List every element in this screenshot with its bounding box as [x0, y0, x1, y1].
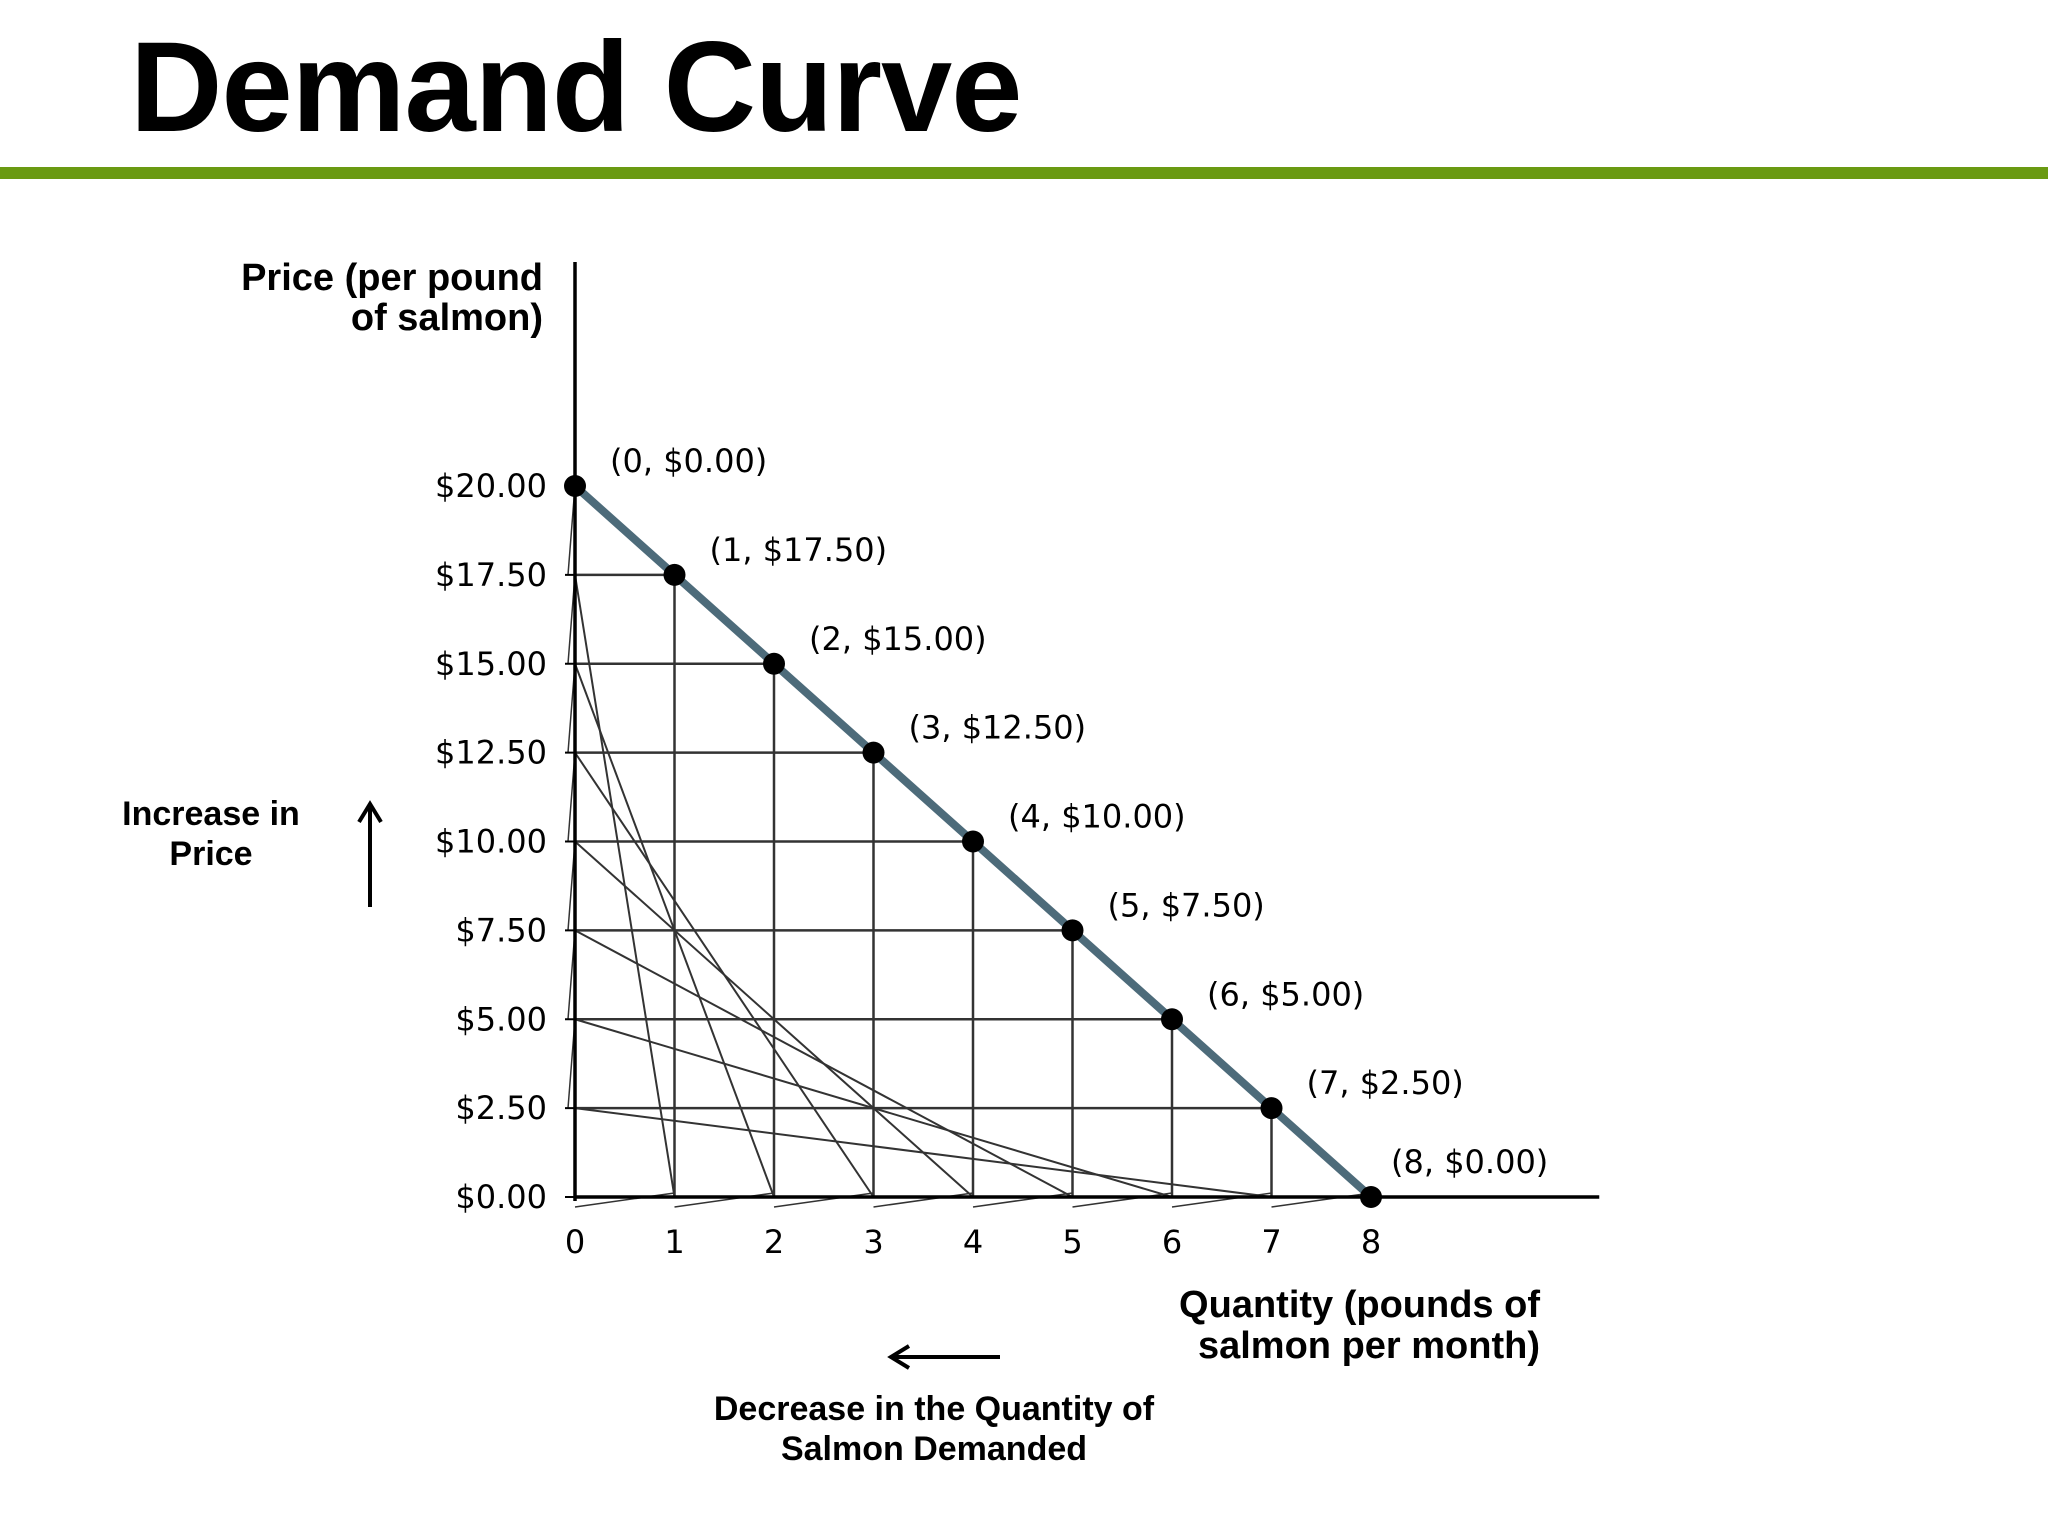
point-label: (3, $12.50) [909, 709, 1087, 747]
point-label: (7, $2.50) [1307, 1064, 1464, 1102]
leader-line [1271, 1192, 1372, 1208]
up-arrow-icon [357, 800, 383, 824]
point-label: (6, $5.00) [1207, 975, 1364, 1013]
point-label: (2, $15.00) [809, 620, 987, 658]
x-tick-label: 2 [764, 1223, 784, 1261]
x-tick-label: 3 [863, 1223, 883, 1261]
y-tick-label: $15.00 [435, 645, 547, 683]
x-tick-label: 1 [664, 1223, 684, 1261]
left-arrow-icon [887, 1344, 911, 1370]
y-axis-title: of salmon) [351, 297, 543, 339]
data-points [564, 475, 1382, 1208]
y-tick-label: $12.50 [435, 734, 547, 772]
leader-line [1171, 1192, 1272, 1208]
data-point [1260, 1097, 1283, 1120]
x-tick-label: 4 [963, 1223, 983, 1261]
point-label: (1, $17.50) [710, 531, 888, 569]
decrease-quantity-note: Salmon Demanded [781, 1430, 1087, 1468]
leader-line [773, 1192, 874, 1208]
page-title: Demand Curve [130, 16, 1022, 159]
x-tick-label: 6 [1162, 1223, 1182, 1261]
y-tick-label: $10.00 [435, 823, 547, 861]
y-tick-label: $5.00 [455, 1000, 547, 1038]
x-tick-label: 7 [1261, 1223, 1281, 1261]
decrease-quantity-note: Decrease in the Quantity of [714, 1390, 1155, 1428]
leader-line [574, 1107, 1272, 1198]
title-divider [0, 167, 2048, 179]
point-label: (5, $7.50) [1108, 886, 1265, 924]
x-axis-title: Quantity (pounds of [1179, 1284, 1540, 1326]
leader-line [574, 1192, 675, 1208]
increase-price-note: Increase in [122, 795, 300, 833]
x-tick-label: 8 [1361, 1223, 1381, 1261]
leader-line [574, 929, 1073, 1198]
leader-line [1072, 1192, 1173, 1208]
increase-price-note: Price [169, 835, 252, 873]
data-point [1161, 1008, 1183, 1031]
point-label: (0, $0.00) [610, 442, 767, 480]
leader-line [873, 1192, 974, 1208]
data-point [862, 741, 885, 764]
y-tick-label: $2.50 [455, 1089, 547, 1127]
data-point [564, 475, 586, 497]
guide-lines [575, 573, 1273, 1197]
axes [565, 262, 1600, 1201]
x-tick-label: 0 [565, 1223, 585, 1261]
data-point [1360, 1186, 1382, 1208]
data-point [763, 652, 785, 675]
y-tick-label: $0.00 [455, 1178, 547, 1216]
data-point [1061, 919, 1084, 942]
point-label: (4, $10.00) [1008, 798, 1186, 836]
leader-line [972, 1192, 1073, 1208]
y-axis-title: Price (per pound [241, 257, 543, 299]
data-point [962, 830, 984, 853]
chart-labels: $20.00 $17.50 $15.00 $12.50 $10.00 $7.50 $5.00… [241, 257, 1548, 1367]
y-tick-label: $7.50 [455, 911, 547, 949]
x-axis-title: salmon per month) [1198, 1325, 1540, 1367]
x-tick-label: 5 [1062, 1223, 1082, 1261]
point-label: (8, $0.00) [1391, 1143, 1548, 1181]
y-tick-label: $17.50 [435, 556, 547, 594]
y-tick-label: $20.00 [435, 467, 547, 505]
data-point [663, 563, 686, 586]
leader-line [674, 1192, 775, 1208]
